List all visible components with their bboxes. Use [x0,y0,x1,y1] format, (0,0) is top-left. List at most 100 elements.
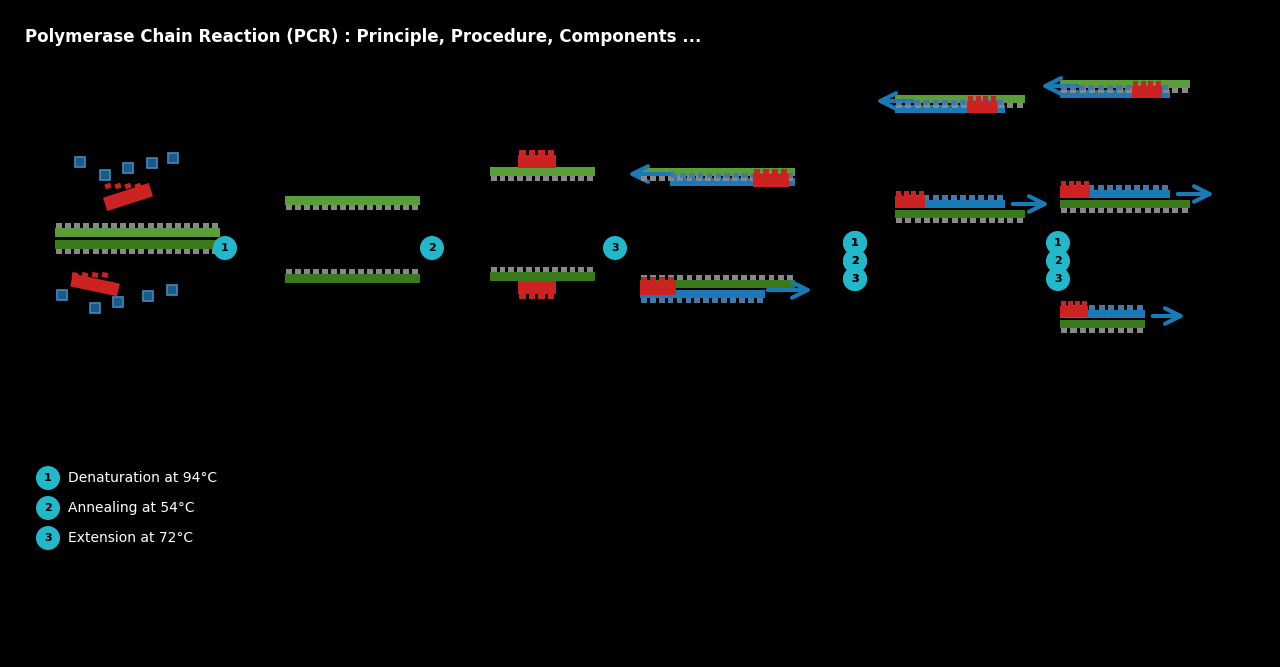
Bar [1061,208,1068,213]
Bar [998,218,1004,223]
Bar [895,95,1025,103]
Bar [1079,208,1085,213]
Bar [1140,81,1146,86]
Bar [695,298,700,303]
Bar [686,275,692,280]
Text: 1: 1 [851,238,859,248]
Bar [689,173,695,178]
Bar [975,96,980,101]
Bar [968,96,973,101]
Bar [1088,85,1094,90]
Bar [55,240,220,249]
Bar [499,267,506,272]
Bar [1137,305,1143,310]
Bar [1152,85,1158,90]
Bar [499,176,506,181]
Bar [1153,88,1160,93]
Text: 2: 2 [1055,256,1062,266]
Bar [147,249,154,254]
Bar [83,249,90,254]
Bar [739,298,745,303]
Bar [518,294,526,299]
Bar [1128,328,1133,333]
Bar [1070,328,1076,333]
Bar [991,96,996,101]
Text: 3: 3 [45,533,51,543]
Bar [778,173,783,178]
Bar [285,269,292,274]
Bar [367,269,372,274]
Bar [724,173,731,178]
Bar [490,167,595,176]
Bar [787,173,792,178]
Polygon shape [114,183,122,189]
Bar [650,298,655,303]
Bar [641,275,646,280]
Bar [1164,208,1169,213]
Bar [1144,208,1151,213]
Bar [376,205,381,210]
Text: 1: 1 [44,473,52,483]
Bar [1082,301,1087,306]
Bar [695,275,701,280]
Bar [730,298,736,303]
Text: 2: 2 [428,243,436,253]
Bar [640,168,795,176]
Bar [552,176,558,181]
Bar [933,195,938,200]
Bar [1076,181,1082,186]
Bar [1148,81,1153,86]
Bar [966,101,997,113]
Bar [332,269,337,274]
Bar [960,100,966,105]
Bar [535,176,540,181]
Bar [1089,328,1096,333]
Circle shape [1046,249,1070,273]
Bar [552,267,558,272]
Bar [55,228,220,237]
Bar [677,298,682,303]
Bar [1107,88,1114,93]
Bar [677,176,684,181]
Bar [750,275,756,280]
Polygon shape [101,272,109,278]
Bar [508,176,515,181]
Bar [101,249,108,254]
Bar [698,173,704,178]
Bar [1061,328,1068,333]
Bar [1116,85,1121,90]
Bar [303,269,310,274]
Bar [1125,85,1132,90]
Bar [588,267,593,272]
Bar [942,100,947,105]
Bar [490,176,497,181]
Circle shape [36,526,60,550]
Bar [650,277,657,282]
Bar [312,269,319,274]
Bar [659,176,666,181]
Bar [704,298,709,303]
Text: 3: 3 [851,274,859,284]
Circle shape [1046,267,1070,291]
Bar [548,150,554,155]
Bar [732,176,739,181]
Text: 2: 2 [851,256,859,266]
Bar [914,103,920,108]
Bar [905,103,911,108]
Bar [570,176,575,181]
Bar [1162,85,1167,90]
Bar [733,173,739,178]
Bar [184,249,191,254]
Bar [570,267,575,272]
Bar [1137,328,1143,333]
Circle shape [844,231,867,255]
Bar [1080,328,1085,333]
Bar [905,195,911,200]
Circle shape [212,236,237,260]
Bar [970,218,977,223]
Bar [517,267,522,272]
Bar [924,218,929,223]
Bar [1172,208,1179,213]
Bar [1060,320,1146,328]
Bar [321,205,328,210]
